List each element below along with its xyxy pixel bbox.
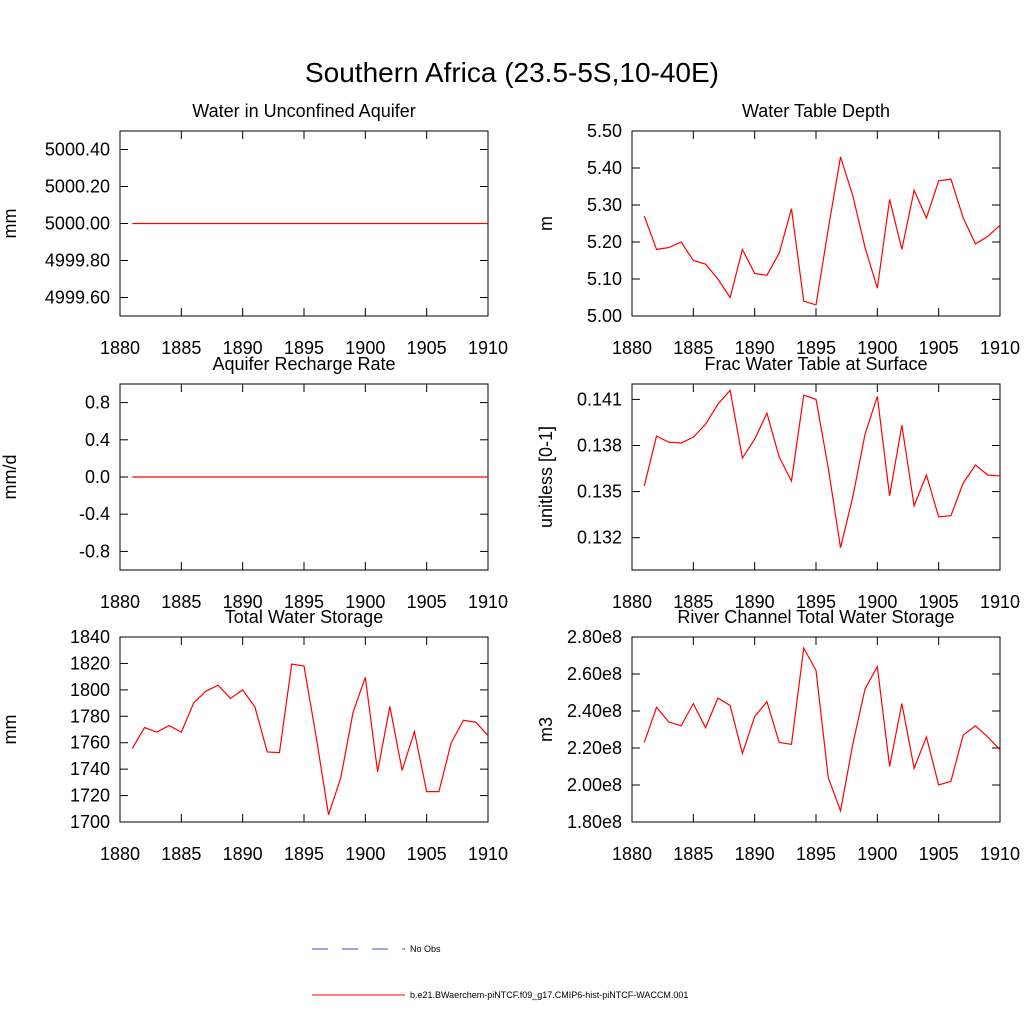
x-tick-label: 1890 (735, 844, 775, 864)
x-tick-label: 1890 (735, 338, 775, 358)
data-line (131, 663, 489, 815)
y-tick-label: 4999.80 (45, 251, 110, 271)
y-tick-label: 5.20 (587, 232, 622, 252)
x-tick-label: 1905 (407, 844, 447, 864)
x-tick-label: 1900 (345, 592, 385, 612)
y-tick-label: 0.138 (577, 435, 622, 455)
y-tick-label: 5.00 (587, 306, 622, 326)
y-tick-label: 1820 (70, 653, 110, 673)
x-tick-label: 1880 (100, 844, 140, 864)
x-tick-label: 1885 (673, 592, 713, 612)
y-axis-label: m3 (536, 717, 556, 742)
x-tick-label: 1895 (796, 338, 836, 358)
x-tick-label: 1885 (673, 844, 713, 864)
y-tick-label: 5.30 (587, 195, 622, 215)
x-tick-label: 1895 (284, 338, 324, 358)
x-tick-label: 1900 (345, 338, 385, 358)
panel-title: Total Water Storage (225, 607, 383, 627)
y-tick-label: 4999.60 (45, 288, 110, 308)
x-tick-label: 1885 (161, 592, 201, 612)
y-axis-label: mm (0, 209, 20, 239)
x-tick-label: 1910 (468, 592, 508, 612)
x-tick-label: 1905 (407, 592, 447, 612)
y-tick-label: 0.132 (577, 528, 622, 548)
x-tick-label: 1885 (673, 338, 713, 358)
y-tick-label: 1800 (70, 680, 110, 700)
x-tick-label: 1905 (919, 592, 959, 612)
y-tick-label: 1700 (70, 812, 110, 832)
data-line (643, 156, 1001, 306)
y-tick-label: 5.50 (587, 121, 622, 141)
y-tick-label: 2.80e8 (567, 627, 622, 647)
y-tick-label: 2.20e8 (567, 738, 622, 758)
x-tick-label: 1885 (161, 844, 201, 864)
x-tick-label: 1900 (345, 844, 385, 864)
y-axis-label: mm/d (0, 455, 20, 500)
x-tick-label: 1900 (857, 338, 897, 358)
y-tick-label: 2.00e8 (567, 775, 622, 795)
x-tick-label: 1890 (223, 592, 263, 612)
legend-label: b.e21.BWaerchem-piNTCF.f09_g17.CMIP6-his… (410, 990, 688, 1000)
y-tick-label: 1.80e8 (567, 812, 622, 832)
x-tick-label: 1895 (796, 592, 836, 612)
y-tick-label: 5.40 (587, 158, 622, 178)
x-tick-label: 1890 (223, 338, 263, 358)
x-tick-label: 1905 (919, 338, 959, 358)
y-tick-label: 5000.00 (45, 214, 110, 234)
x-tick-label: 1895 (284, 844, 324, 864)
y-tick-label: 1720 (70, 786, 110, 806)
x-tick-label: 1900 (857, 844, 897, 864)
panel-title: Frac Water Table at Surface (704, 354, 927, 374)
y-tick-label: -0.8 (79, 541, 110, 561)
x-tick-label: 1880 (100, 338, 140, 358)
legend-label: No Obs (410, 944, 441, 954)
y-tick-label: 0.0 (85, 467, 110, 487)
y-tick-label: 5000.40 (45, 140, 110, 160)
x-tick-label: 1880 (612, 338, 652, 358)
y-tick-label: -0.4 (79, 504, 110, 524)
x-tick-label: 1910 (980, 338, 1020, 358)
x-tick-label: 1895 (796, 844, 836, 864)
y-tick-label: 0.4 (85, 430, 110, 450)
x-tick-label: 1905 (407, 338, 447, 358)
x-tick-label: 1910 (468, 338, 508, 358)
y-tick-label: 1780 (70, 706, 110, 726)
x-tick-label: 1880 (100, 592, 140, 612)
y-tick-label: 0.141 (577, 389, 622, 409)
y-tick-label: 2.40e8 (567, 701, 622, 721)
x-tick-label: 1885 (161, 338, 201, 358)
x-tick-label: 1880 (612, 592, 652, 612)
y-axis-label: unitless [0-1] (536, 426, 556, 528)
panel-title: River Channel Total Water Storage (677, 607, 954, 627)
y-tick-label: 0.8 (85, 393, 110, 413)
x-tick-label: 1900 (857, 592, 897, 612)
x-tick-label: 1895 (284, 592, 324, 612)
y-tick-label: 0.135 (577, 482, 622, 502)
panel-title: Water Table Depth (742, 101, 890, 121)
data-line (643, 388, 1001, 548)
y-axis-label: m (536, 216, 556, 231)
x-tick-label: 1890 (735, 592, 775, 612)
x-tick-label: 1905 (919, 844, 959, 864)
y-tick-label: 1740 (70, 759, 110, 779)
x-tick-label: 1910 (980, 592, 1020, 612)
y-tick-label: 5000.20 (45, 177, 110, 197)
x-tick-label: 1880 (612, 844, 652, 864)
y-tick-label: 5.10 (587, 269, 622, 289)
panel-title: Aquifer Recharge Rate (212, 354, 395, 374)
figure-title: Southern Africa (23.5-5S,10-40E) (305, 57, 719, 88)
y-tick-label: 1840 (70, 627, 110, 647)
panel-title: Water in Unconfined Aquifer (192, 101, 415, 121)
y-axis-label: mm (0, 715, 20, 745)
x-tick-label: 1890 (223, 844, 263, 864)
x-tick-label: 1910 (468, 844, 508, 864)
data-line (643, 646, 1001, 814)
y-tick-label: 2.60e8 (567, 664, 622, 684)
y-tick-label: 1760 (70, 733, 110, 753)
x-tick-label: 1910 (980, 844, 1020, 864)
